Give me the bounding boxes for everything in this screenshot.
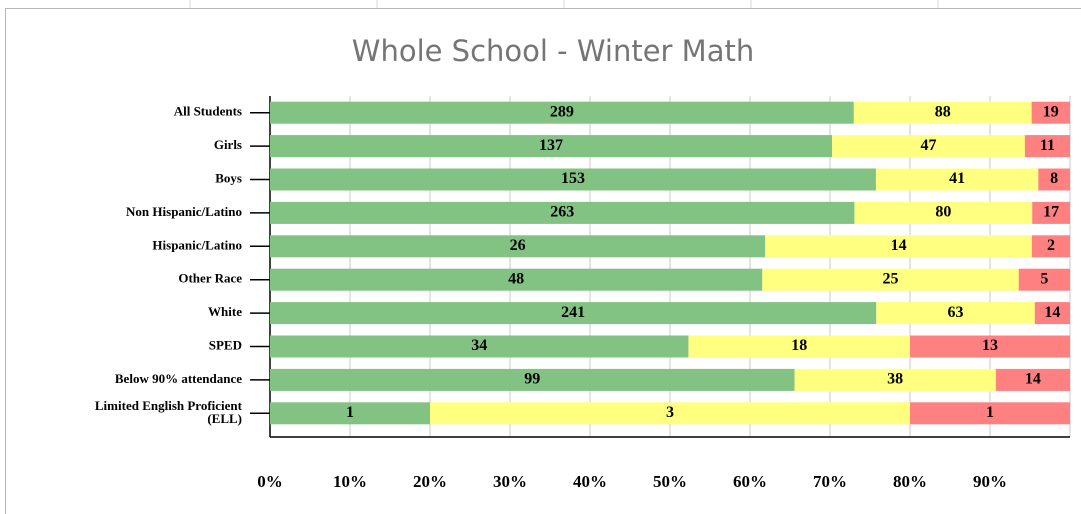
bar-segment (270, 335, 689, 358)
bar-segment (1031, 235, 1070, 258)
data-label: 41 (949, 170, 965, 187)
y-tick-label: White (208, 304, 242, 319)
x-tick-label: 90% (973, 472, 1007, 491)
data-label: 153 (561, 170, 585, 187)
data-label: 263 (550, 204, 574, 221)
y-tick-label: Hispanic/Latino (152, 237, 242, 252)
data-label: 137 (539, 137, 563, 154)
data-label: 241 (561, 304, 585, 321)
bar-segment (876, 302, 1035, 325)
x-tick-label: 80% (893, 472, 927, 491)
bar-segment (1024, 135, 1070, 158)
data-label: 34 (471, 337, 487, 354)
y-tick-label: Other Race (178, 271, 242, 286)
data-label: 1 (986, 404, 994, 421)
data-label: 80 (935, 204, 951, 221)
bar-segment (270, 101, 854, 124)
data-label: 47 (920, 137, 936, 154)
data-label: 2 (1047, 237, 1055, 254)
x-tick-label: 30% (493, 472, 527, 491)
bar-segment (270, 368, 795, 391)
data-label: 14 (891, 237, 907, 254)
bar-segment (270, 402, 430, 425)
data-label: 14 (1025, 371, 1041, 388)
x-tick-label: 50% (653, 472, 687, 491)
x-tick-label: 0% (257, 472, 283, 491)
bar-segment (995, 368, 1070, 391)
bar-segment (854, 201, 1033, 224)
y-tick-label: Limited English Proficient (ELL) (95, 398, 243, 426)
data-label: 5 (1040, 270, 1048, 287)
y-tick-label: Non Hispanic/Latino (126, 204, 242, 219)
data-label: 38 (887, 371, 903, 388)
bar-segment (794, 368, 996, 391)
data-label: 18 (791, 337, 807, 354)
chart-frame (5, 8, 1081, 514)
x-tick-label: 60% (733, 472, 767, 491)
bar-segment (1018, 268, 1070, 291)
data-label: 88 (935, 103, 951, 120)
data-label: 1 (346, 404, 354, 421)
bar-segment (765, 235, 1032, 258)
x-tick-label: 70% (813, 472, 847, 491)
data-label: 14 (1044, 304, 1060, 321)
data-label: 25 (883, 270, 899, 287)
data-label: 11 (1040, 137, 1055, 154)
data-label: 17 (1043, 204, 1059, 221)
y-tick-label: SPED (209, 337, 242, 352)
bar-segment (688, 335, 910, 358)
y-tick-label: Below 90% attendance (115, 371, 242, 386)
bar-segment (762, 268, 1019, 291)
bar-segment (270, 201, 855, 224)
y-tick-label: All Students (174, 104, 242, 119)
x-tick-label: 20% (413, 472, 447, 491)
bar-segment (1032, 201, 1070, 224)
data-label: 63 (948, 304, 964, 321)
data-label: 13 (982, 337, 998, 354)
data-label: 19 (1043, 103, 1059, 120)
chart-title: Whole School - Winter Math (352, 34, 754, 68)
bar-segment (270, 168, 876, 191)
sheet-grid (189, 0, 939, 8)
bar-segment (430, 402, 910, 425)
bar-segment (270, 302, 877, 325)
bar-segment (1034, 302, 1070, 325)
data-label: 48 (508, 270, 524, 287)
bar-segment (270, 235, 766, 258)
bar-segment (270, 135, 833, 158)
x-tick-label: 10% (333, 472, 367, 491)
data-label: 99 (524, 371, 540, 388)
data-label: 8 (1050, 170, 1058, 187)
bar-segment (910, 335, 1070, 358)
y-tick-label: Boys (215, 170, 242, 185)
bar-segment (1031, 101, 1070, 124)
bar-segment (875, 168, 1039, 191)
bar-segment (853, 101, 1032, 124)
bar-segment (910, 402, 1070, 425)
x-tick-label: 40% (573, 472, 607, 491)
y-tick-label: Girls (214, 137, 242, 152)
bar-segment (832, 135, 1025, 158)
data-label: 3 (666, 404, 674, 421)
bar-segment (270, 268, 763, 291)
bar-segment (1038, 168, 1070, 191)
data-label: 289 (550, 103, 574, 120)
data-label: 26 (510, 237, 526, 254)
